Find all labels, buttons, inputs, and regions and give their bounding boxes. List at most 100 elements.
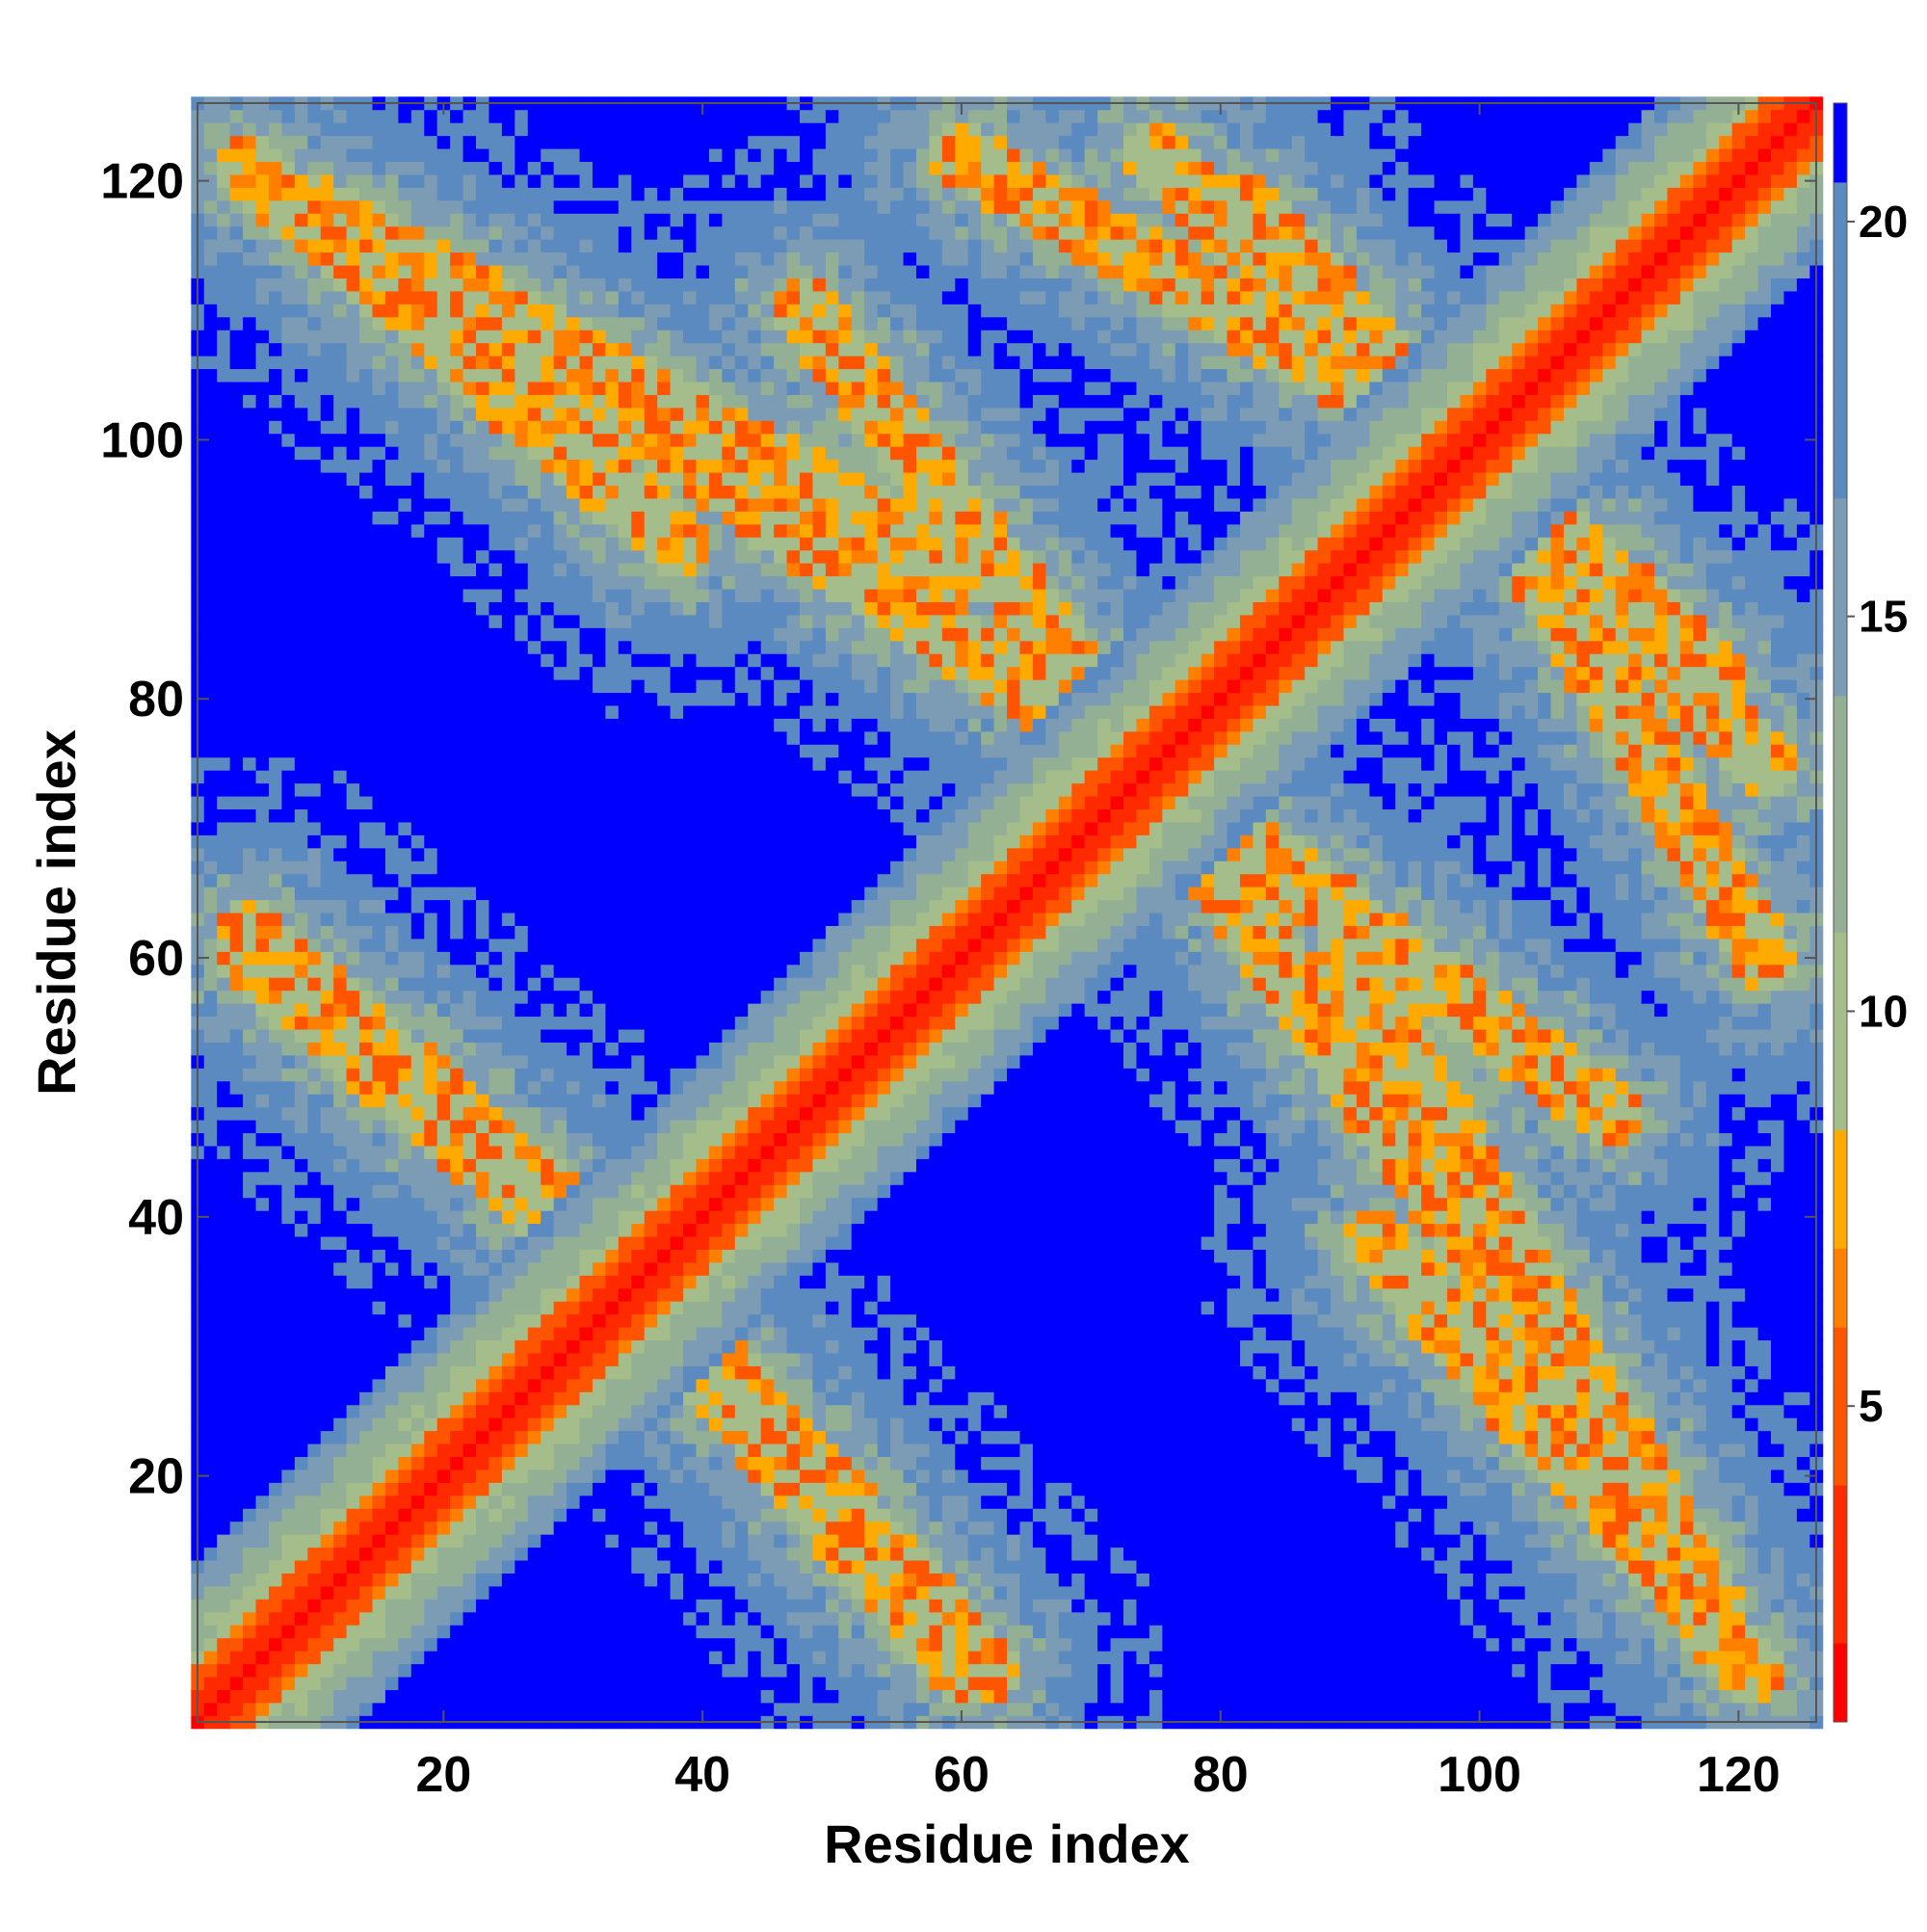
heatmap-cell <box>605 213 620 227</box>
heatmap-cell <box>203 342 218 357</box>
heatmap-cell <box>410 1599 425 1613</box>
heatmap-cell <box>644 1521 658 1535</box>
heatmap-cell <box>217 1132 231 1147</box>
heatmap-cell <box>372 1560 386 1574</box>
heatmap-cell <box>333 938 348 952</box>
heatmap-cell <box>501 1430 515 1444</box>
heatmap-cell <box>398 330 412 344</box>
heatmap-cell <box>217 873 231 887</box>
heatmap-cell <box>476 122 489 137</box>
heatmap-cell <box>462 523 477 538</box>
heatmap-cell <box>567 730 581 745</box>
heatmap-cell <box>592 1573 606 1587</box>
heatmap-cell <box>333 887 348 901</box>
heatmap-cell <box>553 1443 568 1458</box>
heatmap-cell <box>670 239 684 253</box>
heatmap-cell <box>644 1611 658 1626</box>
heatmap-cell <box>346 1327 360 1341</box>
heatmap-cell <box>618 977 632 992</box>
heatmap-cell <box>333 109 348 123</box>
heatmap-cell <box>243 1702 257 1716</box>
heatmap-cell <box>501 278 515 292</box>
heatmap-cell <box>217 394 231 409</box>
heatmap-cell <box>579 1702 594 1716</box>
heatmap-cell <box>203 887 218 901</box>
heatmap-cell <box>476 796 489 810</box>
heatmap-cell <box>696 1249 710 1263</box>
heatmap-cell <box>255 1236 270 1250</box>
heatmap-cell <box>501 1353 515 1366</box>
heatmap-cell <box>696 1197 710 1211</box>
heatmap-cell <box>515 887 529 901</box>
heatmap-cell <box>450 1094 464 1108</box>
heatmap-cell <box>567 756 581 771</box>
heatmap-cell <box>243 1223 257 1237</box>
heatmap-cell <box>696 1625 710 1639</box>
heatmap-cell <box>579 1145 594 1159</box>
heatmap-cell <box>450 575 464 590</box>
heatmap-cell <box>696 1210 710 1225</box>
heatmap-cell <box>527 925 541 940</box>
heatmap-cell <box>424 497 438 512</box>
heatmap-cell <box>384 589 399 602</box>
heatmap-cell <box>346 1068 360 1082</box>
heatmap-cell <box>476 834 489 849</box>
heatmap-cell <box>515 1275 529 1289</box>
heatmap-cell <box>320 1599 334 1613</box>
heatmap-cell <box>281 744 296 758</box>
heatmap-cell <box>618 899 632 913</box>
heatmap-cell <box>398 1625 412 1639</box>
heatmap-cell <box>203 459 218 473</box>
heatmap-cell <box>579 1637 594 1652</box>
heatmap-cell <box>631 342 646 357</box>
heatmap-cell <box>683 834 697 849</box>
heatmap-cell <box>436 1080 451 1095</box>
heatmap-cell <box>203 614 218 628</box>
heatmap-cell <box>515 1689 529 1704</box>
heatmap-cell <box>203 666 218 680</box>
heatmap-cell <box>424 1301 438 1315</box>
heatmap-cell <box>281 1197 296 1211</box>
heatmap-cell <box>281 433 296 447</box>
heatmap-cell <box>203 796 218 810</box>
heatmap-cell <box>567 433 581 447</box>
heatmap-cell <box>696 1378 710 1392</box>
heatmap-cell <box>605 199 620 214</box>
heatmap-cell <box>436 187 451 201</box>
heatmap-cell <box>670 1547 684 1561</box>
heatmap-cell <box>644 382 658 395</box>
heatmap-cell <box>281 1261 296 1276</box>
heatmap-cell <box>255 782 270 797</box>
heatmap-cell <box>320 161 334 175</box>
heatmap-cell <box>243 847 257 861</box>
heatmap-cell <box>683 666 697 680</box>
heatmap-cell <box>553 601 568 616</box>
heatmap-cell <box>384 472 399 487</box>
heatmap-cell <box>243 653 257 668</box>
heatmap-cell <box>450 1495 464 1509</box>
heatmap-cell <box>281 265 296 278</box>
heatmap-cell <box>488 1210 503 1225</box>
heatmap-cell <box>359 330 373 344</box>
heatmap-cell <box>255 887 270 901</box>
heatmap-cell <box>657 316 672 331</box>
heatmap-cell <box>217 860 231 875</box>
heatmap-cell <box>553 187 568 201</box>
heatmap-cell <box>372 382 386 395</box>
heatmap-cell <box>268 459 282 473</box>
heatmap-cell <box>631 977 646 992</box>
heatmap-cell <box>476 342 489 357</box>
heatmap-cell <box>501 666 515 680</box>
heatmap-cell <box>217 575 231 590</box>
heatmap-cell <box>579 1482 594 1496</box>
heatmap-cell <box>333 770 348 784</box>
heatmap-cell <box>436 1495 451 1509</box>
heatmap-cell <box>644 1016 658 1030</box>
heatmap-cell <box>657 549 672 564</box>
heatmap-cell <box>217 1521 231 1535</box>
heatmap-cell <box>605 718 620 732</box>
heatmap-cell <box>217 1068 231 1082</box>
heatmap-cell <box>268 304 282 318</box>
heatmap-cell <box>683 1339 697 1354</box>
heatmap-cell <box>527 459 541 473</box>
